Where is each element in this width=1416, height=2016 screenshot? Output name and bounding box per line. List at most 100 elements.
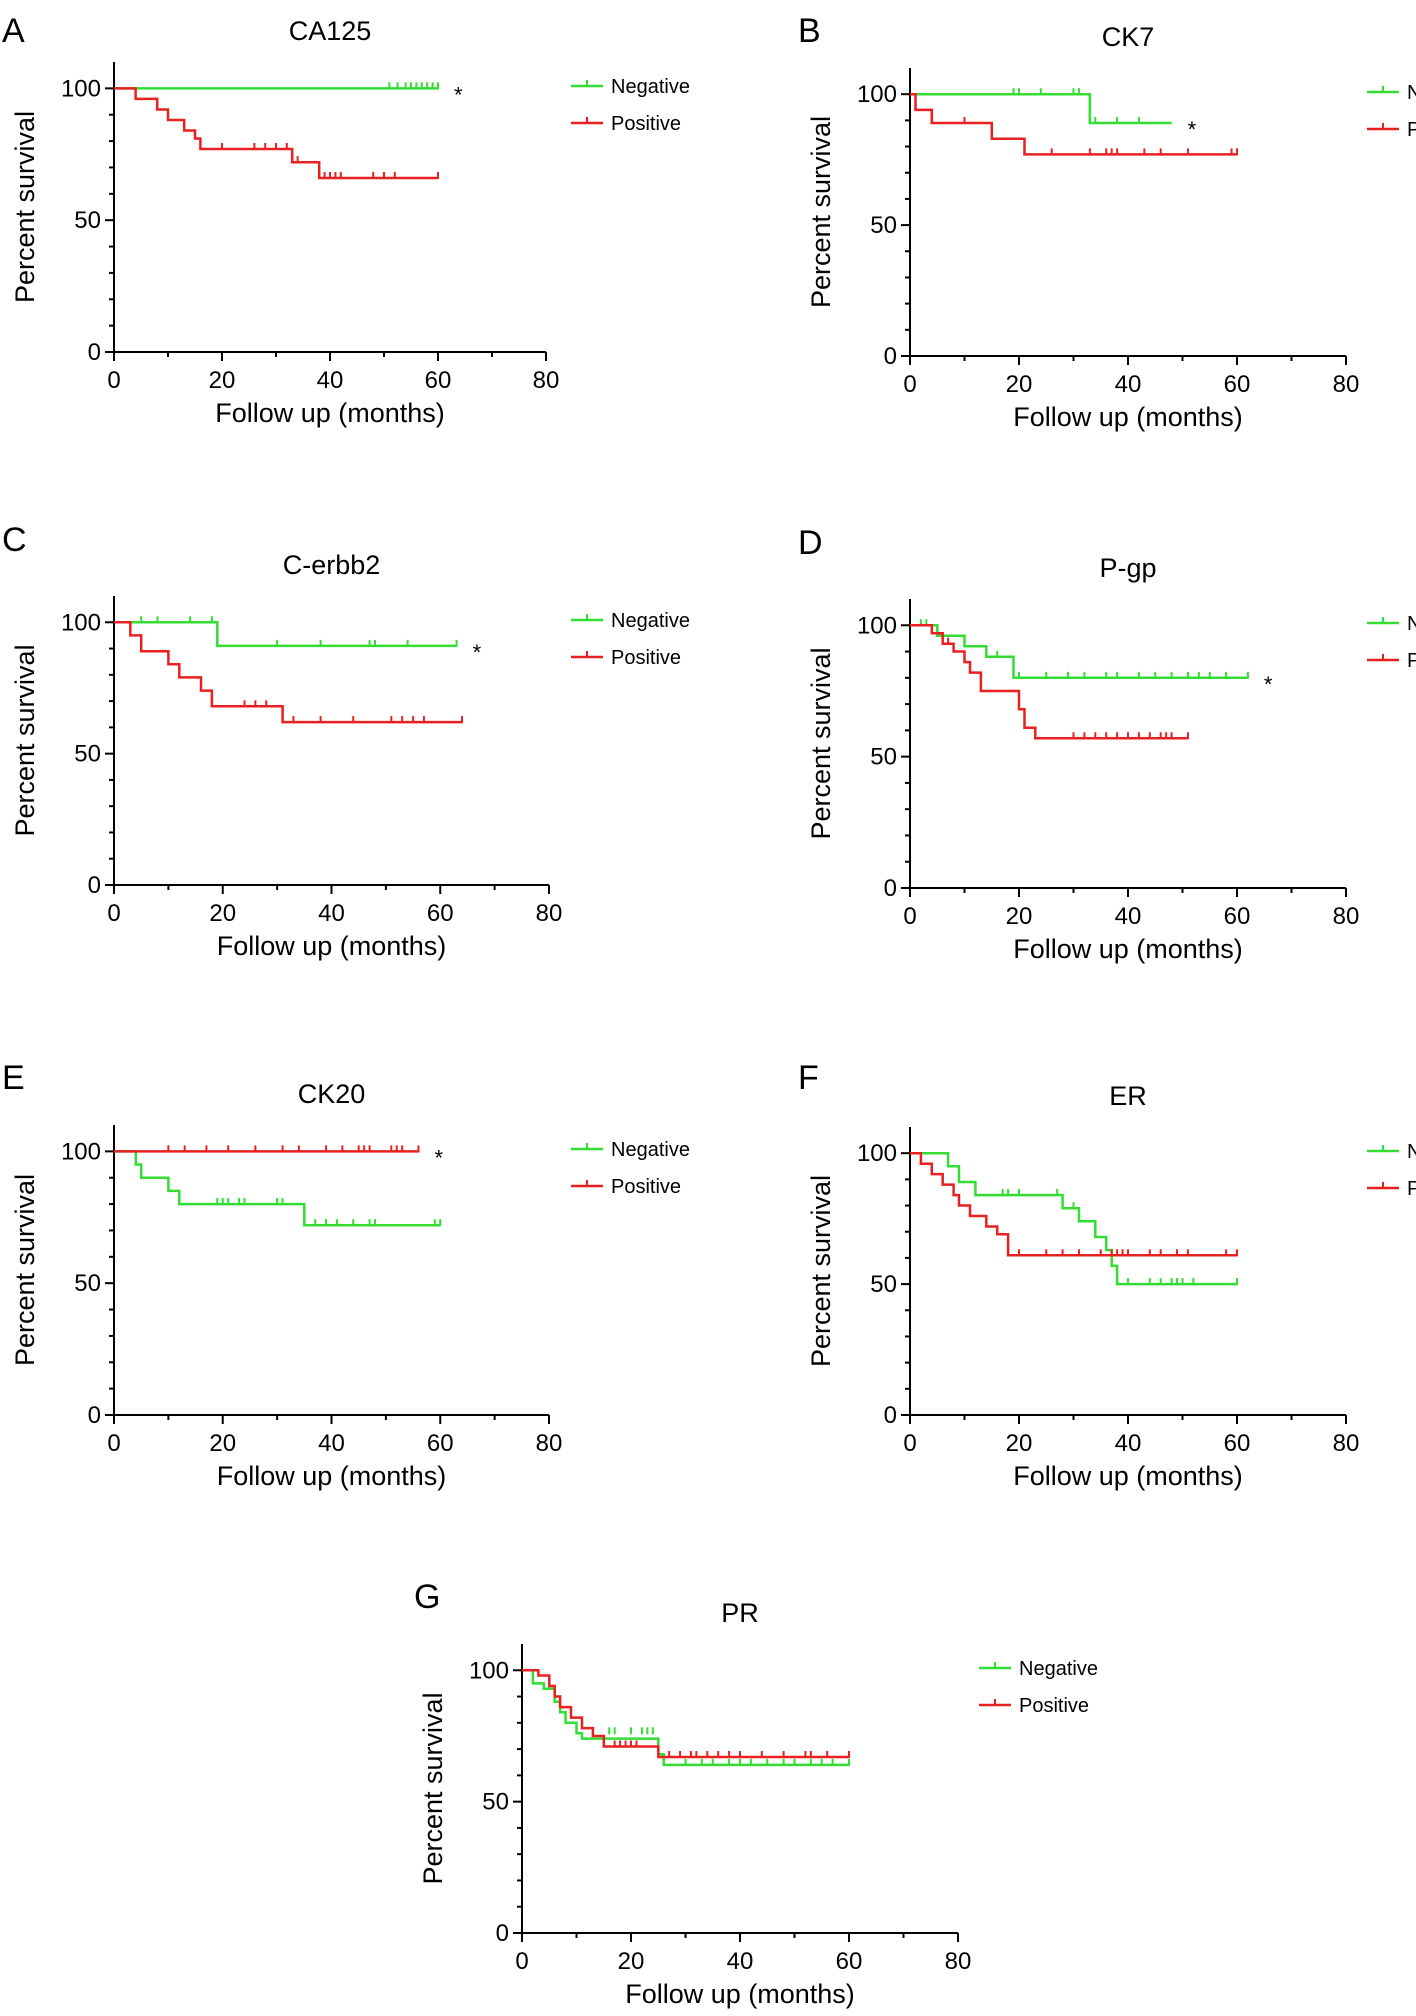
panel-e: E CK20 0 20 40 60 80 0 50 100 Follow up (months) Pe… bbox=[2, 1059, 690, 1491]
x-tick-label: 0 bbox=[107, 367, 120, 394]
x-axis-label: Follow up (months) bbox=[1013, 1461, 1243, 1491]
y-axis-label: Percent survival bbox=[10, 644, 40, 836]
x-axis-label: Follow up (months) bbox=[217, 931, 447, 961]
panel-letter: E bbox=[2, 1059, 25, 1097]
series-negative-curve bbox=[910, 1151, 1237, 1286]
x-tick-label: 0 bbox=[107, 1430, 120, 1457]
x-tick-label: 60 bbox=[1224, 903, 1251, 930]
x-tick-label: 80 bbox=[945, 1948, 972, 1975]
legend-positive-label: Positive bbox=[1407, 119, 1416, 141]
x-tick-label: 60 bbox=[836, 1948, 863, 1975]
x-tick-label: 20 bbox=[209, 1430, 236, 1457]
panel-title: CK7 bbox=[1102, 22, 1155, 52]
x-tick-label: 20 bbox=[209, 367, 236, 394]
panel-c: C C-erbb2 0 20 40 60 80 0 50 100 Follow up (months… bbox=[2, 521, 690, 961]
series-positive-curve bbox=[910, 92, 1237, 156]
panel-title: CK20 bbox=[298, 1079, 366, 1109]
y-tick-label: 50 bbox=[74, 207, 101, 234]
panel-letter: D bbox=[798, 524, 823, 562]
y-axis-label: Percent survival bbox=[10, 1174, 40, 1366]
y-tick-label: 100 bbox=[857, 612, 897, 639]
legend-negative-label: Negative bbox=[1407, 82, 1416, 104]
y-tick-label: 50 bbox=[482, 1789, 509, 1816]
y-tick-label: 0 bbox=[88, 1402, 101, 1429]
series-positive-curve bbox=[910, 624, 1188, 740]
legend-negative-label: Negative bbox=[1019, 1658, 1098, 1680]
legend-negative-label: Negative bbox=[611, 76, 690, 98]
legend-negative-label: Negative bbox=[1407, 1141, 1416, 1163]
y-tick-label: 100 bbox=[61, 75, 101, 102]
legend-positive-label: Positive bbox=[611, 1176, 681, 1198]
significance-marker: * bbox=[1188, 117, 1197, 142]
panel-title: P-gp bbox=[1099, 553, 1156, 583]
x-tick-label: 80 bbox=[1333, 371, 1360, 398]
y-tick-label: 0 bbox=[88, 339, 101, 366]
y-axis-label: Percent survival bbox=[418, 1692, 448, 1884]
significance-marker: * bbox=[435, 1145, 444, 1170]
panel-f: F ER 0 20 40 60 80 0 50 100 Follow up (months) Perc… bbox=[798, 1059, 1416, 1491]
x-tick-label: 60 bbox=[1224, 1430, 1251, 1457]
y-tick-label: 50 bbox=[870, 1271, 897, 1298]
x-tick-label: 40 bbox=[1115, 371, 1142, 398]
panel-title: C-erbb2 bbox=[283, 550, 381, 580]
y-tick-label: 100 bbox=[469, 1657, 509, 1684]
x-tick-label: 40 bbox=[318, 1430, 345, 1457]
panel-letter: C bbox=[2, 521, 27, 559]
panel-g: G PR 0 20 40 60 80 0 50 100 Follow up (months) Perc… bbox=[414, 1578, 1098, 2009]
legend-positive-label: Positive bbox=[1019, 1695, 1089, 1717]
y-axis-label: Percent survival bbox=[806, 647, 836, 839]
panel-b: B CK7 0 20 40 60 80 0 50 100 Follow up (months) Per… bbox=[798, 12, 1416, 432]
legend-negative-label: Negative bbox=[611, 610, 690, 632]
y-tick-label: 100 bbox=[857, 81, 897, 108]
panel-letter: G bbox=[414, 1578, 440, 1616]
x-axis-label: Follow up (months) bbox=[1013, 934, 1243, 964]
y-tick-label: 50 bbox=[74, 741, 101, 768]
legend-negative-label: Negative bbox=[611, 1139, 690, 1161]
x-axis-label: Follow up (months) bbox=[625, 1979, 855, 2009]
panel-title: CA125 bbox=[289, 16, 372, 46]
series-positive-curve bbox=[522, 1669, 849, 1759]
x-axis-label: Follow up (months) bbox=[1013, 402, 1243, 432]
x-tick-label: 80 bbox=[536, 900, 563, 927]
y-tick-label: 0 bbox=[88, 872, 101, 899]
y-tick-label: 100 bbox=[61, 1138, 101, 1165]
x-tick-label: 60 bbox=[427, 900, 454, 927]
significance-marker: * bbox=[454, 82, 463, 107]
panel-title: PR bbox=[721, 1598, 759, 1628]
y-axis-label: Percent survival bbox=[10, 111, 40, 303]
panel-letter: F bbox=[798, 1059, 819, 1097]
x-tick-label: 0 bbox=[515, 1948, 528, 1975]
panel-letter: A bbox=[2, 12, 25, 50]
significance-marker: * bbox=[473, 640, 482, 665]
panel-title: ER bbox=[1109, 1081, 1147, 1111]
x-tick-label: 0 bbox=[903, 1430, 916, 1457]
legend-positive-label: Positive bbox=[611, 647, 681, 669]
x-tick-label: 40 bbox=[318, 900, 345, 927]
x-tick-label: 20 bbox=[209, 900, 236, 927]
series-negative-curve bbox=[114, 621, 457, 648]
y-tick-label: 0 bbox=[496, 1920, 509, 1947]
series-positive-curve bbox=[114, 621, 462, 724]
panel-letter: B bbox=[798, 12, 821, 50]
x-tick-label: 40 bbox=[317, 367, 344, 394]
y-tick-label: 0 bbox=[884, 875, 897, 902]
x-tick-label: 20 bbox=[1006, 371, 1033, 398]
x-tick-label: 40 bbox=[1115, 903, 1142, 930]
series-negative-curve bbox=[114, 1150, 441, 1227]
x-tick-label: 20 bbox=[1006, 903, 1033, 930]
x-tick-label: 40 bbox=[727, 1948, 754, 1975]
x-tick-label: 80 bbox=[1333, 903, 1360, 930]
significance-marker: * bbox=[1264, 672, 1273, 697]
x-tick-label: 60 bbox=[425, 367, 452, 394]
y-tick-label: 0 bbox=[884, 343, 897, 370]
panel-a: A CA125 0 20 40 60 80 0 50 100 Follow up (months) P… bbox=[2, 12, 690, 428]
legend-positive-label: Positive bbox=[1407, 1178, 1416, 1200]
y-tick-label: 0 bbox=[884, 1402, 897, 1429]
series-negative-curve bbox=[910, 92, 1172, 125]
y-axis-label: Percent survival bbox=[806, 116, 836, 308]
y-tick-label: 50 bbox=[870, 744, 897, 771]
x-tick-label: 60 bbox=[1224, 371, 1251, 398]
x-tick-label: 80 bbox=[536, 1430, 563, 1457]
series-positive-curve bbox=[910, 1151, 1237, 1257]
